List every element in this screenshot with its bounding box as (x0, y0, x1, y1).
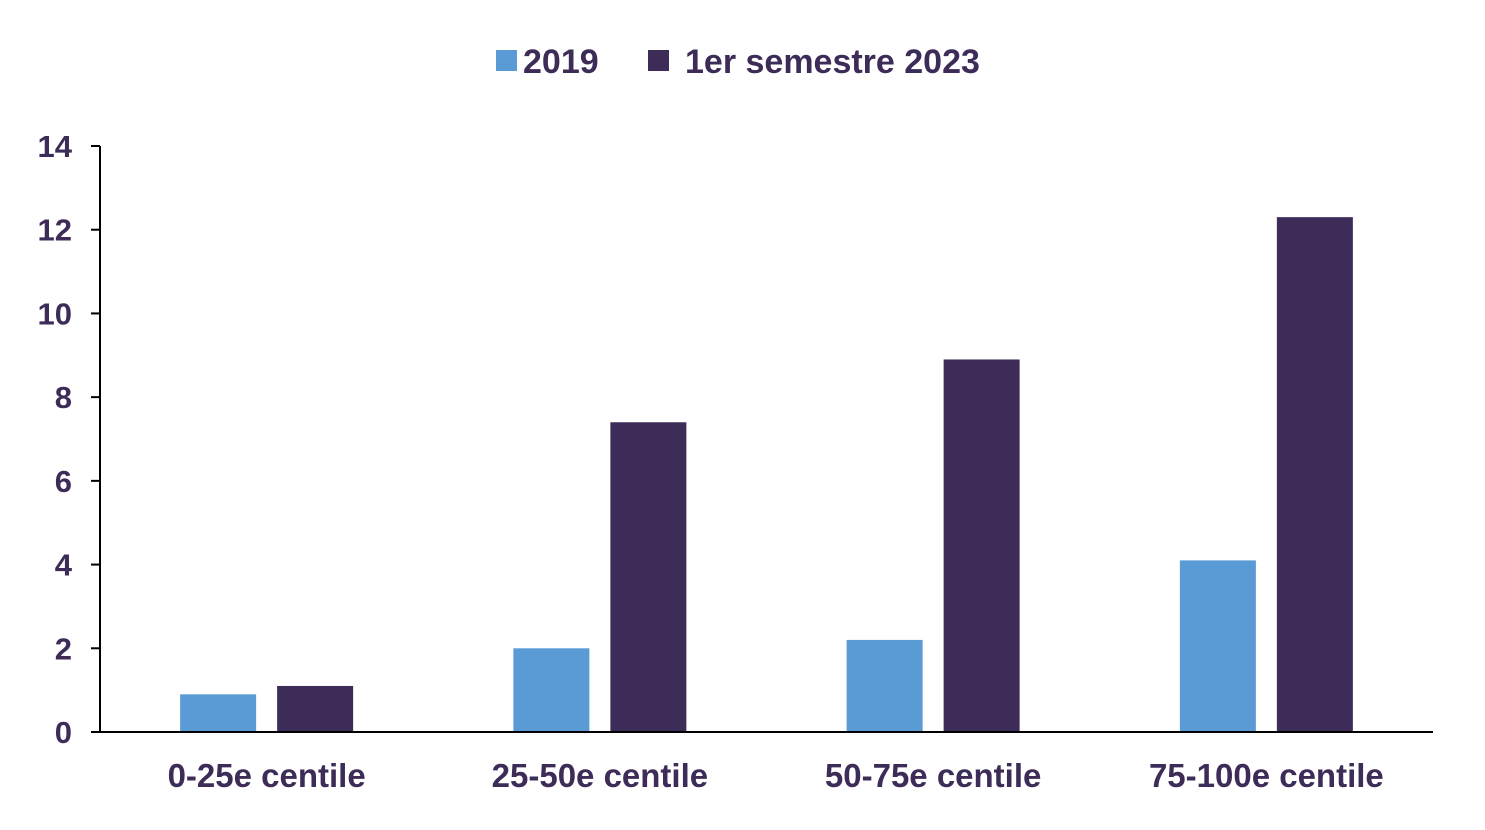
legend-swatch-1er-semestre-2023 (648, 50, 669, 71)
bar-2019-1 (180, 694, 257, 732)
y-tick-label: 8 (55, 380, 72, 415)
x-category-label: 50-75e centile (825, 757, 1041, 794)
y-tick-label: 6 (55, 464, 72, 499)
legend-swatch-2019 (496, 50, 517, 71)
y-tick-label: 4 (55, 548, 73, 583)
y-axis: 0 2 4 6 8 10 12 14 (38, 129, 101, 750)
bar-1er-semestre-2023-4 (1276, 217, 1353, 732)
bar-2019-3 (846, 639, 923, 732)
x-axis: 0-25e centile 25-50e centile 50-75e centil… (100, 731, 1433, 794)
x-category-label: 25-50e centile (492, 757, 708, 794)
y-tick-label: 2 (55, 631, 72, 666)
bar-2019-2 (513, 648, 590, 732)
x-category-label: 0-25e centile (168, 757, 366, 794)
bars (180, 217, 1353, 732)
bar-2019-4 (1179, 560, 1256, 732)
y-tick-label: 14 (38, 129, 73, 164)
legend-label-2019: 2019 (523, 43, 599, 81)
y-tick-label: 12 (38, 213, 72, 248)
y-tick-label: 10 (38, 296, 72, 331)
legend-label-1er-semestre-2023: 1er semestre 2023 (685, 43, 980, 81)
bar-1er-semestre-2023-3 (943, 359, 1020, 732)
y-tick-label: 0 (55, 715, 72, 750)
bar-1er-semestre-2023-1 (277, 685, 354, 732)
legend: 2019 1er semestre 2023 (496, 43, 980, 81)
x-category-label: 75-100e centile (1149, 757, 1384, 794)
bar-1er-semestre-2023-2 (610, 422, 687, 732)
